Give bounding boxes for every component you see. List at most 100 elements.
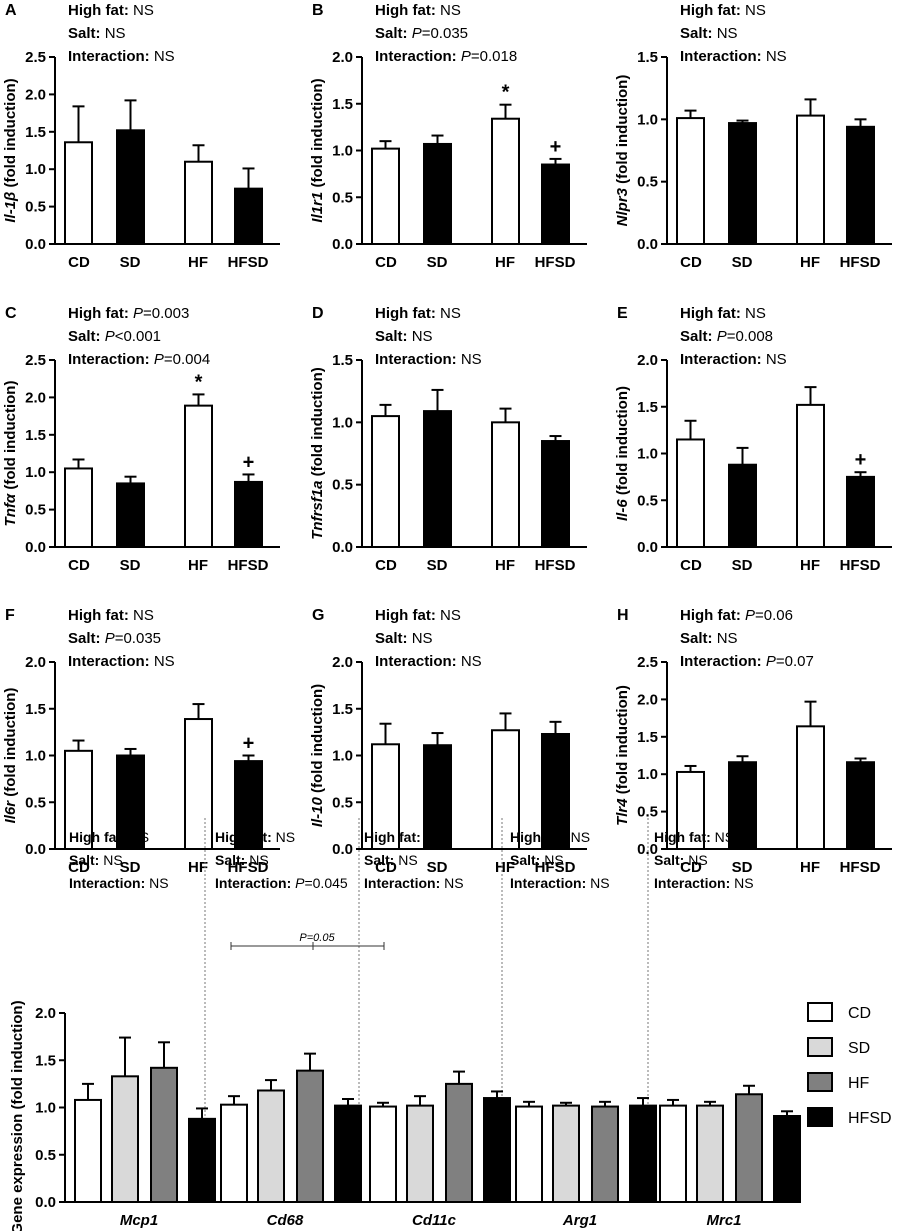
panel-9: H High fat: P=0.06 Salt: NS Interaction: P=… [614, 607, 892, 876]
x-tick-label: HFSD [228, 557, 269, 574]
bar-mrc1-hfsd [773, 1115, 801, 1204]
stat-line: High fat: NS [69, 829, 149, 845]
y-tick-label: 2.0 [35, 1005, 56, 1022]
bar-mcp1-hf [150, 1066, 178, 1204]
y-axis-label: Il-1β (fold induction) [2, 78, 19, 222]
y-tick-label: 0.5 [332, 189, 353, 206]
significance-mark: + [550, 136, 562, 158]
y-tick-label: 2.5 [25, 352, 46, 369]
stat-line: Interaction: P=0.004 [68, 351, 210, 368]
y-tick-label: 0.5 [637, 492, 658, 509]
bar-cd [64, 467, 93, 548]
stat-line: High fat: NS [375, 305, 461, 322]
stat-line: Salt: P<0.001 [68, 328, 161, 345]
y-tick-label: 0.5 [332, 794, 353, 811]
x-tick-label: HFSD [228, 859, 269, 876]
legend-swatch-sd [807, 1037, 833, 1057]
stat-line: High fat: NS [68, 2, 154, 19]
bar-cd68-hf [296, 1069, 324, 1204]
bar-cd [676, 438, 705, 549]
stat-line: Interaction: P=0.07 [680, 653, 814, 670]
bar-hfsd [541, 732, 570, 850]
panel-3: High fat: NS Salt: NS Interaction: NS 0.0 0.… [614, 2, 892, 271]
bar-hfsd [846, 125, 875, 245]
y-tick-label: 2.0 [332, 654, 353, 671]
y-tick-label: 2.0 [25, 389, 46, 406]
stat-line: Interaction: NS [68, 653, 175, 670]
panel-letter: B [312, 2, 324, 19]
stat-line: High fat: NS [375, 607, 461, 624]
panel-letter: F [5, 607, 15, 624]
stat-line: High fat: NS [68, 607, 154, 624]
significance-mark: + [243, 451, 255, 473]
stat-line: Salt: NS [680, 25, 738, 42]
stat-line: High fat: P=0.06 [680, 607, 793, 624]
y-tick-label: 1.5 [332, 352, 353, 369]
y-tick-label: 1.5 [25, 427, 46, 444]
x-tick-label: CD [680, 859, 702, 876]
bar-sd [116, 754, 145, 850]
legend-swatch-hfsd [807, 1107, 833, 1127]
y-tick-label: 0.0 [332, 236, 353, 253]
bar-sd [423, 410, 452, 549]
stat-line: Interaction: NS [375, 653, 482, 670]
x-tick-label: HFSD [535, 254, 576, 271]
stat-line: Salt: NS [364, 852, 418, 868]
bar-hfsd [846, 475, 875, 548]
stat-line: Salt: NS [375, 630, 433, 647]
y-axis-label: Il-10 (fold induction) [309, 684, 326, 827]
bar-hfsd [846, 761, 875, 850]
bar-cd [371, 743, 400, 851]
y-tick-label: 0.5 [25, 794, 46, 811]
bar-hfsd [234, 480, 263, 549]
bar-hf [491, 729, 520, 851]
bar-hf [184, 160, 213, 245]
legend-label: HFSD [848, 1110, 892, 1127]
bar-hf [796, 114, 825, 245]
panel-8: G High fat: NS Salt: NS Interaction: NS 0.0 0… [309, 607, 587, 876]
y-tick-label: 0.0 [637, 841, 658, 858]
stat-line: Interaction: NS [68, 48, 175, 65]
bar-hf [184, 404, 213, 548]
y-tick-label: 1.0 [35, 1100, 56, 1117]
x-tick-label: HFSD [840, 859, 881, 876]
bar-hfsd [541, 163, 570, 245]
y-tick-label: 1.0 [25, 748, 46, 765]
x-tick-label: HFSD [228, 254, 269, 271]
panel-5: D High fat: NS Salt: NS Interaction: NS 0.0 0… [309, 305, 587, 574]
stat-line: Salt: P=0.008 [680, 328, 773, 345]
bar-sd [423, 744, 452, 851]
bar-arg1-sd [552, 1104, 580, 1203]
y-tick-label: 1.5 [25, 124, 46, 141]
x-tick-label: HF [188, 859, 208, 876]
bar-cd [371, 415, 400, 548]
stat-line: Salt: NS [68, 25, 126, 42]
y-tick-label: 1.0 [637, 111, 658, 128]
y-tick-label: 1.0 [637, 446, 658, 463]
y-tick-label: 1.5 [637, 399, 658, 416]
bar-sd [728, 122, 757, 245]
y-tick-label: 2.0 [637, 691, 658, 708]
x-tick-label: HF [495, 557, 515, 574]
stat-line: Interaction: NS [654, 875, 754, 891]
bar-cd [64, 141, 93, 245]
y-tick-label: 1.0 [332, 414, 353, 431]
stat-line: Interaction: NS [680, 48, 787, 65]
y-tick-label: 0.0 [25, 841, 46, 858]
panel-6: E High fat: NS Salt: P=0.008 Interaction: N… [614, 305, 892, 574]
y-tick-label: 0.0 [25, 236, 46, 253]
bar-cd68-sd [257, 1089, 285, 1203]
bar-arg1-cd [515, 1105, 543, 1204]
y-tick-label: 1.5 [25, 701, 46, 718]
stat-line: Salt: NS [510, 852, 564, 868]
x-tick-label: HFSD [535, 859, 576, 876]
stat-line: Salt: NS [69, 852, 123, 868]
stat-line: Interaction: NS [364, 875, 464, 891]
x-tick-label: CD [680, 557, 702, 574]
x-tick-label: CD [375, 557, 397, 574]
y-tick-label: 2.0 [637, 352, 658, 369]
y-axis-label: Gene expression (fold induction) [9, 1000, 26, 1231]
stat-line: Salt: NS [375, 328, 433, 345]
panel-letter: C [5, 305, 17, 322]
bar-cd [676, 117, 705, 245]
